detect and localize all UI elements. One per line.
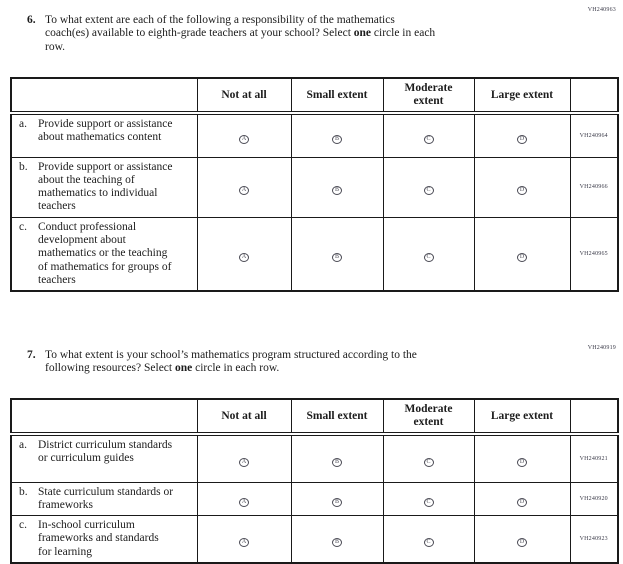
option-circle-c[interactable]: C (423, 186, 434, 196)
table-row: a. District curriculum standards or curri… (10, 433, 619, 483)
option-circle-a[interactable]: A (239, 538, 249, 548)
option-circle-c[interactable]: C (423, 538, 434, 548)
option-circle-d[interactable]: D (517, 538, 527, 548)
table-row: c. Conduct professional development about… (10, 216, 619, 292)
question-7-text-line-1: To what extent is your school’s mathemat… (45, 349, 417, 361)
cell-not-at-all: A (196, 112, 292, 158)
option-circle-b[interactable]: B (332, 186, 342, 196)
cell-moderate-extent: C (382, 481, 475, 517)
option-circle-b[interactable]: B (332, 134, 342, 144)
row-label: b. State curriculum standards or framewor… (10, 481, 198, 517)
row-label: b. Provide support or assistance about th… (10, 156, 198, 218)
table-row: c. In-school curriculum frameworks and st… (10, 515, 619, 564)
cell-small-extent: B (290, 112, 384, 158)
cell-not-at-all: A (196, 433, 292, 483)
column-header-not-at-all: Not at all (196, 77, 292, 115)
cell-moderate-extent: C (382, 112, 475, 158)
cell-not-at-all: A (196, 515, 292, 564)
cell-large-extent: D (473, 216, 571, 292)
cell-small-extent: B (290, 216, 384, 292)
column-header-code (569, 398, 619, 436)
cell-large-extent: D (473, 112, 571, 158)
question-6-accession-code: VH240963 (587, 7, 616, 13)
cell-not-at-all: A (196, 156, 292, 218)
column-header-small-extent: Small extent (290, 398, 384, 436)
row-label: a. Provide support or assistance about ma… (10, 112, 198, 158)
cell-moderate-extent: C (382, 515, 475, 564)
cell-small-extent: B (290, 156, 384, 218)
row-code: VH240965 (569, 216, 619, 292)
option-circle-b[interactable]: B (332, 252, 342, 262)
table-row: a. Provide support or assistance about ma… (10, 112, 619, 158)
column-header-large-extent: Large extent (473, 77, 571, 115)
column-header-small-extent: Small extent (290, 77, 384, 115)
option-circle-d[interactable]: D (517, 134, 527, 144)
option-circle-b[interactable]: B (332, 457, 342, 467)
option-circle-a[interactable]: A (239, 252, 249, 262)
row-code: VH240964 (569, 112, 619, 158)
table-row: b. State curriculum standards or framewor… (10, 481, 619, 517)
column-header-large-extent: Large extent (473, 398, 571, 436)
question-7-accession-code: VH240919 (587, 345, 616, 351)
option-circle-d[interactable]: D (517, 497, 527, 507)
row-label: c. Conduct professional development about… (10, 216, 198, 292)
column-header-blank (10, 77, 198, 115)
cell-large-extent: D (473, 481, 571, 517)
header-row: Not at all Small extent Moderate extent … (10, 398, 619, 436)
question-6-text-line-1: To what extent are each of the following… (45, 14, 395, 26)
option-circle-c[interactable]: C (423, 457, 434, 467)
option-circle-d[interactable]: D (517, 252, 527, 262)
question-7-text: To what extent is your school’s mathemat… (45, 349, 565, 376)
option-circle-a[interactable]: A (239, 457, 249, 467)
option-circle-c[interactable]: C (423, 134, 434, 144)
option-circle-a[interactable]: A (239, 497, 249, 507)
cell-not-at-all: A (196, 216, 292, 292)
cell-small-extent: B (290, 433, 384, 483)
option-circle-d[interactable]: D (517, 457, 527, 467)
question-7: 7. To what extent is your school’s mathe… (27, 349, 565, 376)
question-6-number: 6. (27, 14, 36, 26)
option-circle-a[interactable]: A (239, 134, 249, 144)
cell-small-extent: B (290, 515, 384, 564)
cell-large-extent: D (473, 433, 571, 483)
row-code: VH240966 (569, 156, 619, 218)
row-label: c. In-school curriculum frameworks and st… (10, 515, 198, 564)
column-header-code (569, 77, 619, 115)
cell-not-at-all: A (196, 481, 292, 517)
question-6-text: To what extent are each of the following… (45, 14, 565, 54)
question-6-text-line-2: coach(es) available to eighth-grade teac… (45, 27, 436, 40)
question-7-text-line-2: following resources? Select one circle i… (45, 362, 280, 375)
cell-large-extent: D (473, 515, 571, 564)
question-6-response-table: Not at all Small extent Moderate extent … (10, 77, 619, 293)
option-circle-a[interactable]: A (239, 186, 249, 196)
column-header-moderate-extent: Moderate extent (382, 77, 475, 115)
question-6: 6. To what extent are each of the follow… (27, 14, 565, 54)
cell-moderate-extent: C (382, 433, 475, 483)
option-circle-b[interactable]: B (332, 538, 342, 548)
row-code: VH240920 (569, 481, 619, 517)
row-code: VH240921 (569, 433, 619, 483)
cell-moderate-extent: C (382, 156, 475, 218)
cell-small-extent: B (290, 481, 384, 517)
cell-moderate-extent: C (382, 216, 475, 292)
question-7-response-table: Not at all Small extent Moderate extent … (10, 398, 619, 564)
table-row: b. Provide support or assistance about th… (10, 156, 619, 218)
question-7-number: 7. (27, 349, 36, 361)
option-circle-b[interactable]: B (332, 497, 342, 507)
option-circle-d[interactable]: D (517, 186, 527, 196)
question-6-text-line-3: row. (45, 40, 66, 53)
column-header-not-at-all: Not at all (196, 398, 292, 436)
option-circle-c[interactable]: C (423, 252, 434, 262)
cell-large-extent: D (473, 156, 571, 218)
row-label: a. District curriculum standards or curri… (10, 433, 198, 483)
column-header-blank (10, 398, 198, 436)
option-circle-c[interactable]: C (423, 497, 434, 507)
header-row: Not at all Small extent Moderate extent … (10, 77, 619, 115)
column-header-moderate-extent: Moderate extent (382, 398, 475, 436)
row-code: VH240923 (569, 515, 619, 564)
